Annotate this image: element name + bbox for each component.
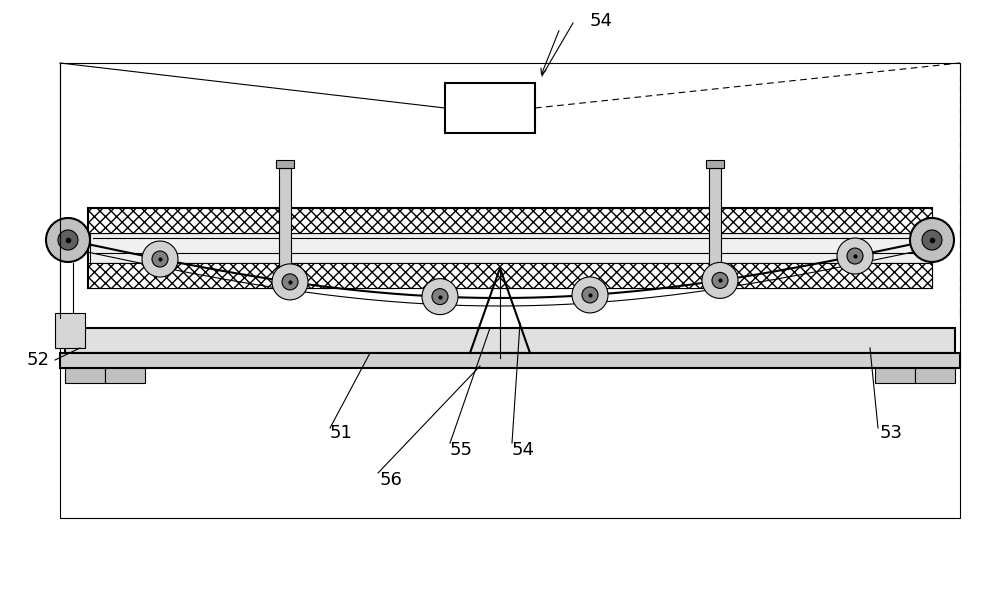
Bar <box>88 208 932 288</box>
Bar <box>915 368 955 383</box>
Circle shape <box>432 289 448 304</box>
Bar <box>88 208 932 233</box>
Bar <box>65 328 955 353</box>
Circle shape <box>837 238 873 274</box>
Bar <box>60 353 960 368</box>
Bar <box>875 368 915 383</box>
Circle shape <box>712 273 728 288</box>
Circle shape <box>142 241 178 277</box>
Text: 52: 52 <box>27 351 50 369</box>
Text: 51: 51 <box>330 424 353 442</box>
Circle shape <box>910 218 954 262</box>
Text: 53: 53 <box>880 424 903 442</box>
Circle shape <box>702 263 738 298</box>
Text: 56: 56 <box>380 471 403 489</box>
Bar <box>105 368 145 383</box>
Circle shape <box>282 274 298 290</box>
Circle shape <box>422 279 458 315</box>
Bar <box>706 160 724 168</box>
Text: 54: 54 <box>590 12 613 30</box>
Bar <box>88 263 932 288</box>
Bar <box>445 83 535 133</box>
Bar <box>276 160 294 168</box>
Circle shape <box>582 287 598 303</box>
Bar <box>709 168 721 293</box>
Circle shape <box>847 248 863 264</box>
Circle shape <box>152 251 168 267</box>
Bar <box>279 168 291 293</box>
Text: 54: 54 <box>512 441 535 459</box>
Circle shape <box>58 230 78 250</box>
Circle shape <box>272 264 308 300</box>
Bar <box>65 368 105 383</box>
Bar <box>90 233 930 263</box>
Circle shape <box>922 230 942 250</box>
Bar <box>60 63 960 518</box>
Circle shape <box>572 277 608 313</box>
Bar <box>55 313 85 348</box>
Circle shape <box>46 218 90 262</box>
Text: 55: 55 <box>450 441 473 459</box>
